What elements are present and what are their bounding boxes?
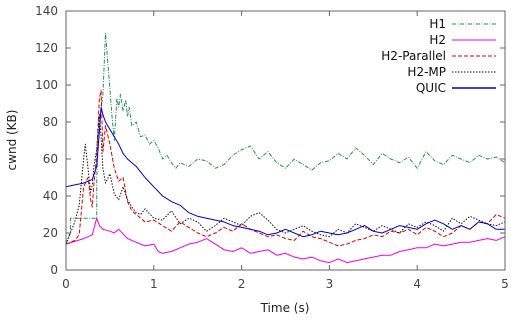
series-line-h2-mp	[65, 114, 506, 245]
y-axis-ticks: 0 20 40 60 80 100 120 140	[35, 4, 505, 277]
y-tick-label: 100	[35, 78, 58, 92]
y-tick-label: 120	[35, 41, 58, 55]
x-axis-ticks: 0 1 2 3 4 5	[62, 11, 509, 291]
legend-label: H2	[429, 33, 446, 47]
legend-label: H2-MP	[407, 65, 446, 79]
legend: H1 H2 H2-Parallel H2-MP QUIC	[381, 17, 496, 95]
legend-label: QUIC	[416, 81, 446, 95]
y-tick-label: 80	[43, 115, 58, 129]
x-tick-label: 3	[326, 277, 334, 291]
y-tick-label: 60	[43, 152, 58, 166]
plot-frame	[65, 10, 506, 271]
y-tick-label: 40	[43, 189, 58, 203]
x-tick-label: 5	[501, 277, 509, 291]
y-tick-label: 0	[50, 263, 58, 277]
series-line-quic	[65, 106, 505, 238]
x-tick-label: 0	[62, 277, 70, 291]
plot-lines	[65, 32, 506, 264]
y-tick-label: 140	[35, 4, 58, 18]
series-line-h1	[65, 32, 506, 245]
x-axis-label: Time (s)	[260, 301, 310, 315]
y-tick-label: 20	[43, 226, 58, 240]
x-tick-label: 2	[238, 277, 246, 291]
x-tick-label: 1	[150, 277, 158, 291]
series-line-h2	[65, 217, 506, 264]
x-tick-label: 4	[413, 277, 421, 291]
legend-label: H2-Parallel	[381, 49, 446, 63]
y-axis-label: cwnd (KB)	[5, 110, 19, 171]
legend-label: H1	[429, 17, 446, 31]
